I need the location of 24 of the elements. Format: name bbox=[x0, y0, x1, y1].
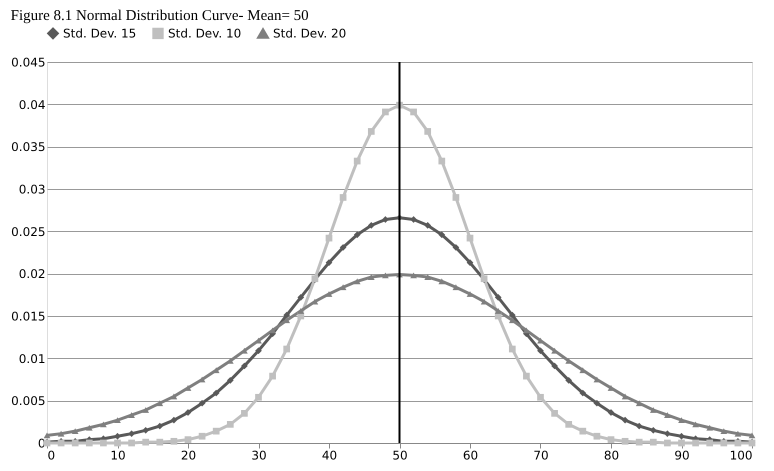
y-tick-label: 0.035 bbox=[11, 140, 46, 154]
x-tick-label: 0 bbox=[48, 448, 56, 462]
x-tick-label: 80 bbox=[604, 448, 620, 462]
x-tick-label: 70 bbox=[533, 448, 549, 462]
y-tick-label: 0.02 bbox=[18, 267, 46, 282]
x-tick-label: 30 bbox=[251, 448, 267, 462]
y-tick-label: 0.005 bbox=[11, 394, 46, 408]
x-tick-label: 10 bbox=[110, 448, 126, 462]
y-tick-label: 0.025 bbox=[11, 224, 46, 239]
legend-label: Std. Dev. 20 bbox=[273, 26, 346, 41]
y-tick-label: 0.03 bbox=[18, 182, 46, 196]
x-tick-label: 20 bbox=[180, 448, 196, 462]
y-tick-label: 0.01 bbox=[18, 352, 46, 366]
legend-label: Std. Dev. 15 bbox=[63, 26, 136, 40]
x-tick-label: 60 bbox=[462, 448, 478, 462]
x-tick-label: 50 bbox=[392, 448, 408, 462]
x-tick-label: 100 bbox=[730, 448, 752, 462]
x-tick-label: 90 bbox=[674, 448, 690, 462]
legend-label: Std. Dev. 10 bbox=[168, 26, 242, 40]
y-tick-label: 0.015 bbox=[11, 310, 46, 324]
chart-title: Figure 8.1 Normal Distribution Curve- Mean= 50 bbox=[10, 8, 309, 24]
y-tick-label: 0.04 bbox=[18, 98, 46, 112]
y-tick-label: 0.045 bbox=[11, 56, 46, 70]
x-tick-label: 40 bbox=[322, 448, 338, 462]
